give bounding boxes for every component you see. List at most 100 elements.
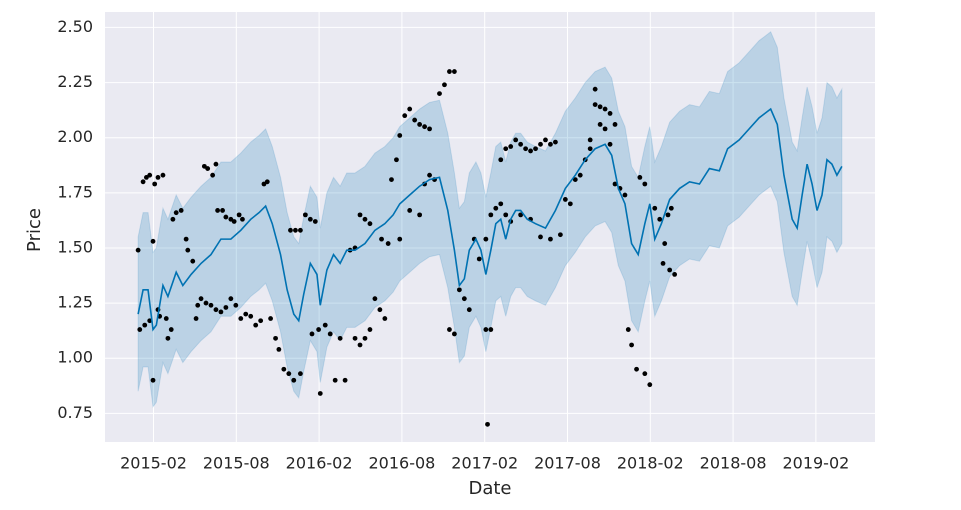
y-tick-label: 2.50 [57,17,93,36]
observed-point [597,104,603,110]
observed-point [634,366,639,372]
observed-point [461,296,467,302]
forecast-line [137,107,843,332]
observed-point [397,133,403,138]
observed-point [587,146,593,152]
observed-point [562,197,568,202]
y-tick-label: 1.00 [57,348,93,367]
observed-point [665,212,671,218]
observed-point [147,318,153,324]
observed-point [637,174,643,180]
observed-point [150,238,156,244]
observed-point [488,327,494,332]
observed-point [198,296,204,302]
observed-point [508,144,514,149]
observed-point [647,382,653,388]
observed-point [538,234,543,240]
observed-point [185,247,191,253]
observed-point [668,205,674,211]
observed-point [342,377,348,383]
y-tick-label: 1.25 [57,293,93,312]
observed-point [367,221,373,227]
observed-point [357,342,363,348]
x-tick-label: 2017-08 [534,454,601,473]
y-tick-label: 1.75 [57,182,93,201]
observed-point [218,309,224,315]
observed-point [178,208,184,213]
y-axis-label: Price [24,208,45,252]
observed-point [412,117,418,123]
observed-point [155,174,161,180]
observed-point [307,216,313,222]
observed-point [385,241,391,246]
observed-point [379,236,384,242]
x-tick-label: 2015-02 [120,454,187,473]
observed-point [503,146,509,152]
x-tick-label: 2018-02 [617,454,684,473]
observed-point [268,316,273,321]
observed-point [223,214,229,220]
observed-point [160,172,166,178]
observed-point [203,300,209,306]
y-tick-label: 2.25 [57,72,93,91]
observed-point [612,181,618,187]
observed-point [317,391,323,396]
observed-point [652,205,658,211]
observed-point [362,335,368,341]
observed-point [316,327,322,332]
observed-point [427,172,432,178]
observed-point [352,335,358,341]
observed-point [528,148,533,154]
observed-point [523,146,529,152]
observed-point [602,126,608,132]
observed-point [503,212,509,218]
observed-point [253,322,259,328]
observed-point [493,205,499,211]
observed-point [190,258,196,264]
observed-point [466,307,472,313]
observed-point [205,166,211,171]
observed-point [281,366,287,372]
observed-point [297,371,303,377]
observed-point [602,106,608,112]
observed-point [572,177,578,182]
observed-point [332,377,338,383]
observed-point [195,302,201,308]
observed-point [538,141,543,147]
observed-point [264,179,270,185]
observed-point [407,208,413,213]
y-tick-label: 0.75 [57,403,93,422]
plot-area [105,12,875,442]
observed-point [543,137,548,143]
observed-point [220,208,225,213]
observed-point [442,82,447,88]
observed-point [165,335,171,341]
observed-point [533,146,538,152]
observed-point [394,157,399,163]
observed-point [137,327,143,332]
observed-point [397,236,403,242]
observed-point [667,267,673,273]
observed-point [485,421,490,427]
observed-point [147,172,153,178]
observed-point [302,212,308,218]
x-axis-label: Date [468,478,511,499]
observed-point [213,161,219,167]
observed-point [657,216,663,222]
observed-point [173,210,179,216]
observed-point [607,111,613,116]
observed-point [642,371,648,377]
observed-point [498,157,504,163]
observed-point [622,192,628,198]
observed-point [312,219,318,224]
observed-point [483,327,489,332]
observed-point [193,316,199,321]
observed-point [417,122,423,127]
observed-point [548,141,553,147]
observed-point [437,91,442,96]
observed-point [607,141,613,147]
observed-point [447,69,452,74]
x-tick-label: 2018-08 [700,454,767,473]
observed-point [672,272,678,277]
